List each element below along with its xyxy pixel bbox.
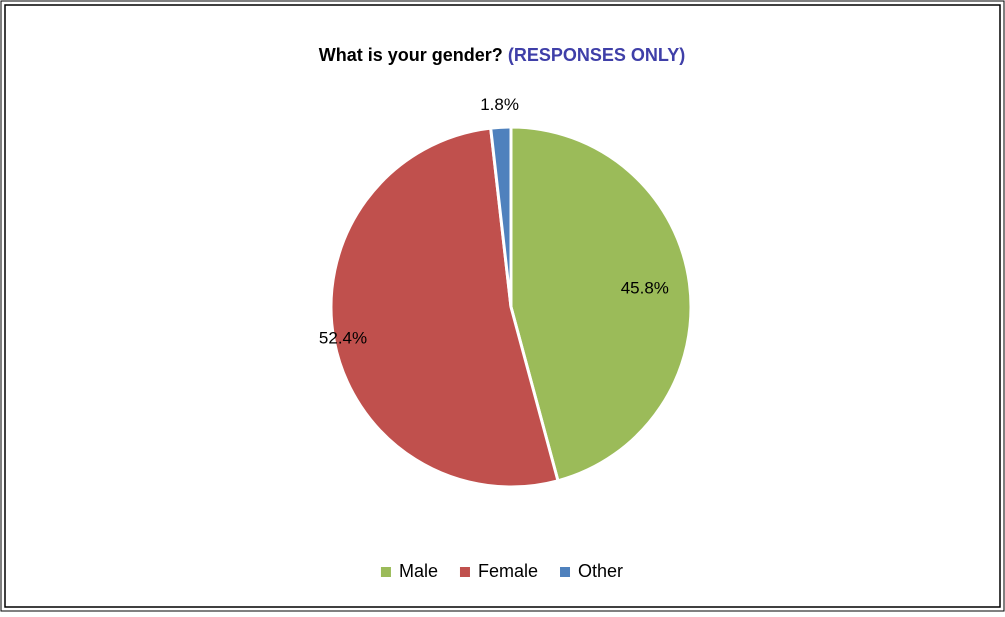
title-main: What is your gender? [319, 45, 503, 65]
inner-border [4, 4, 1001, 608]
legend-label: Male [399, 561, 438, 581]
pie-slice [329, 126, 560, 489]
legend-swatch [459, 567, 470, 577]
data-label: 1.8% [480, 95, 519, 114]
legend-label: Female [478, 561, 538, 581]
chart-title: What is your gender? (RESPONSES ONLY) [319, 45, 685, 65]
title-note: (RESPONSES ONLY) [508, 45, 685, 65]
legend-swatch [380, 567, 391, 577]
data-label: 52.4% [319, 329, 367, 348]
pie-slice [509, 125, 693, 483]
data-label: 45.8% [621, 279, 669, 298]
legend-label: Other [578, 561, 623, 581]
legend-swatch [560, 567, 571, 577]
pie-slice [489, 125, 513, 308]
